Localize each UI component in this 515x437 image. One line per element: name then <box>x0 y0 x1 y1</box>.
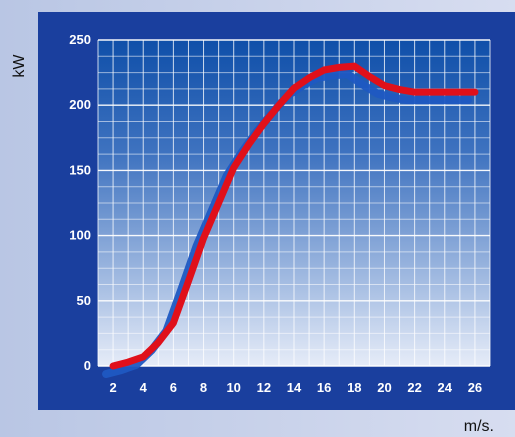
x-tick-label: 26 <box>468 380 482 395</box>
y-tick-label: 0 <box>84 358 91 373</box>
y-tick-label: 150 <box>69 162 91 177</box>
x-tick-label: 8 <box>200 380 207 395</box>
x-tick-label: 12 <box>257 380 271 395</box>
y-tick-label: 200 <box>69 97 91 112</box>
x-tick-label: 20 <box>377 380 391 395</box>
x-tick-label: 6 <box>170 380 177 395</box>
y-axis-title: kW <box>11 54 28 78</box>
y-tick-label: 100 <box>69 228 91 243</box>
x-tick-label: 14 <box>287 380 302 395</box>
x-tick-label: 2 <box>109 380 116 395</box>
x-axis-title: m/s. <box>464 418 494 435</box>
x-tick-label: 10 <box>226 380 240 395</box>
x-tick-label: 22 <box>407 380 421 395</box>
x-tick-label: 16 <box>317 380 331 395</box>
x-tick-label: 18 <box>347 380 361 395</box>
y-tick-label: 250 <box>69 32 91 47</box>
y-tick-label: 50 <box>77 293 91 308</box>
power-curve-line <box>109 62 479 370</box>
x-tick-label: 4 <box>140 380 148 395</box>
x-tick-label: 24 <box>438 380 453 395</box>
